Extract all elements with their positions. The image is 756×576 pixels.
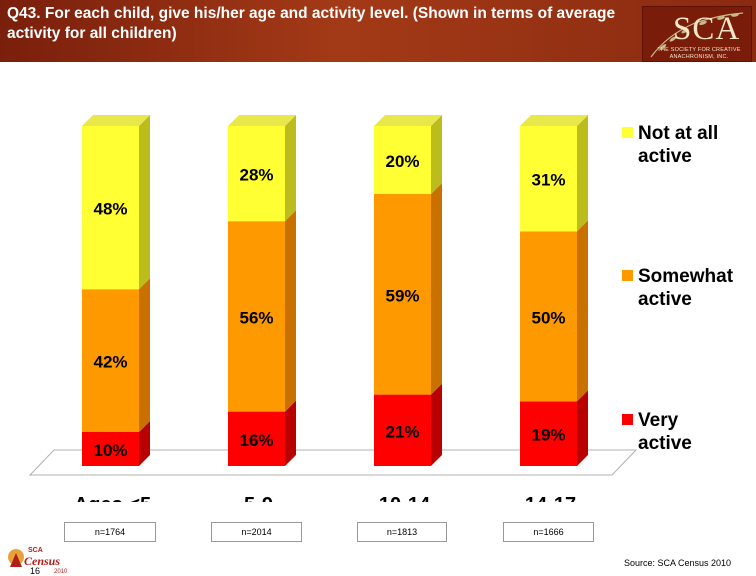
data-label: 20% — [385, 152, 419, 171]
legend-swatch — [622, 127, 633, 138]
sample-size-label: n=2014 — [211, 522, 302, 542]
sca-logo: SCA THE SOCIETY FOR CREATIVE ANACHRONISM… — [642, 6, 752, 62]
bar-segment-side — [577, 115, 588, 232]
data-label: 16% — [239, 431, 273, 450]
bar-segment — [520, 401, 577, 466]
census-logo-year: 2010 — [54, 569, 68, 575]
bar-segment-side — [285, 115, 296, 222]
data-label: 56% — [239, 308, 273, 327]
legend-label: Somewhat — [638, 266, 734, 287]
bar-segment — [228, 221, 285, 412]
sample-size-label: n=1813 — [357, 522, 447, 542]
page-number: 16 — [30, 566, 41, 576]
logo-subtitle-1: THE SOCIETY FOR CREATIVE — [657, 47, 741, 53]
bar-segment — [82, 289, 139, 432]
bar-top-face — [374, 115, 442, 126]
sample-size-label: n=1764 — [64, 522, 156, 542]
data-label: 42% — [93, 353, 127, 372]
category-label: 5-9 — [244, 494, 273, 502]
legend-label: Not at all — [638, 123, 719, 144]
bar-segment — [520, 126, 577, 232]
data-label: 31% — [531, 171, 565, 190]
bar-segment-side — [139, 278, 150, 432]
bar-segment — [228, 411, 285, 466]
bar-segment-side — [285, 400, 296, 466]
laurel-icon — [650, 12, 744, 58]
bar-top-face — [520, 115, 588, 126]
data-label: 48% — [93, 200, 127, 219]
legend-label: active — [638, 146, 692, 167]
sample-size-label: n=1666 — [503, 522, 594, 542]
bar-segment-side — [285, 210, 296, 412]
bar-segment — [228, 126, 285, 222]
legend-label: Very — [638, 410, 679, 431]
bar-segment-side — [139, 115, 150, 290]
bar-segment-side — [577, 220, 588, 402]
data-label: 19% — [531, 426, 565, 445]
bar-segment — [374, 126, 431, 194]
logo-subtitle-2: ANACHRONISM, INC. — [669, 54, 729, 60]
data-label: 21% — [385, 422, 419, 441]
bar-segment — [374, 194, 431, 395]
data-label: 50% — [531, 308, 565, 327]
logo-wordmark: SCA — [673, 11, 741, 47]
legend-swatch — [622, 414, 633, 425]
source-note: Source: SCA Census 2010 — [624, 558, 732, 568]
bar-segment-side — [577, 390, 588, 466]
data-label: 59% — [385, 286, 419, 305]
data-label: 28% — [239, 166, 273, 185]
category-label: 10-14 — [379, 494, 431, 502]
legend-label: active — [638, 433, 692, 454]
page-title: Q43. For each child, give his/her age an… — [7, 5, 616, 42]
chart-floor — [28, 449, 638, 476]
legend-swatch — [622, 270, 633, 281]
header-bar: Q43. For each child, give his/her age an… — [0, 0, 756, 62]
census-logo-top: SCA — [28, 547, 43, 554]
bar-segment-side — [431, 383, 442, 466]
bar-segment-side — [431, 115, 442, 194]
bar-top-face — [82, 115, 150, 126]
bar-segment-side — [431, 183, 442, 395]
bar-segment-side — [139, 421, 150, 466]
bar-segment — [520, 231, 577, 402]
census-2010-logo: SCA Census 2010 — [8, 547, 68, 575]
stacked-bar-chart: 10% 42% 48% Ages <5 16% 56% 28% 5-9 21% 59% 20% 10-… — [28, 115, 638, 502]
census-logo-word: Census — [24, 554, 60, 568]
bar-top-face — [228, 115, 296, 126]
category-label: Ages <5 — [74, 494, 151, 502]
legend-label: active — [638, 289, 692, 310]
category-label: 14-17 — [525, 494, 576, 502]
bar-segment — [82, 432, 139, 466]
data-label: 10% — [93, 441, 127, 460]
bar-segment — [374, 394, 431, 466]
bar-segment — [82, 126, 139, 290]
